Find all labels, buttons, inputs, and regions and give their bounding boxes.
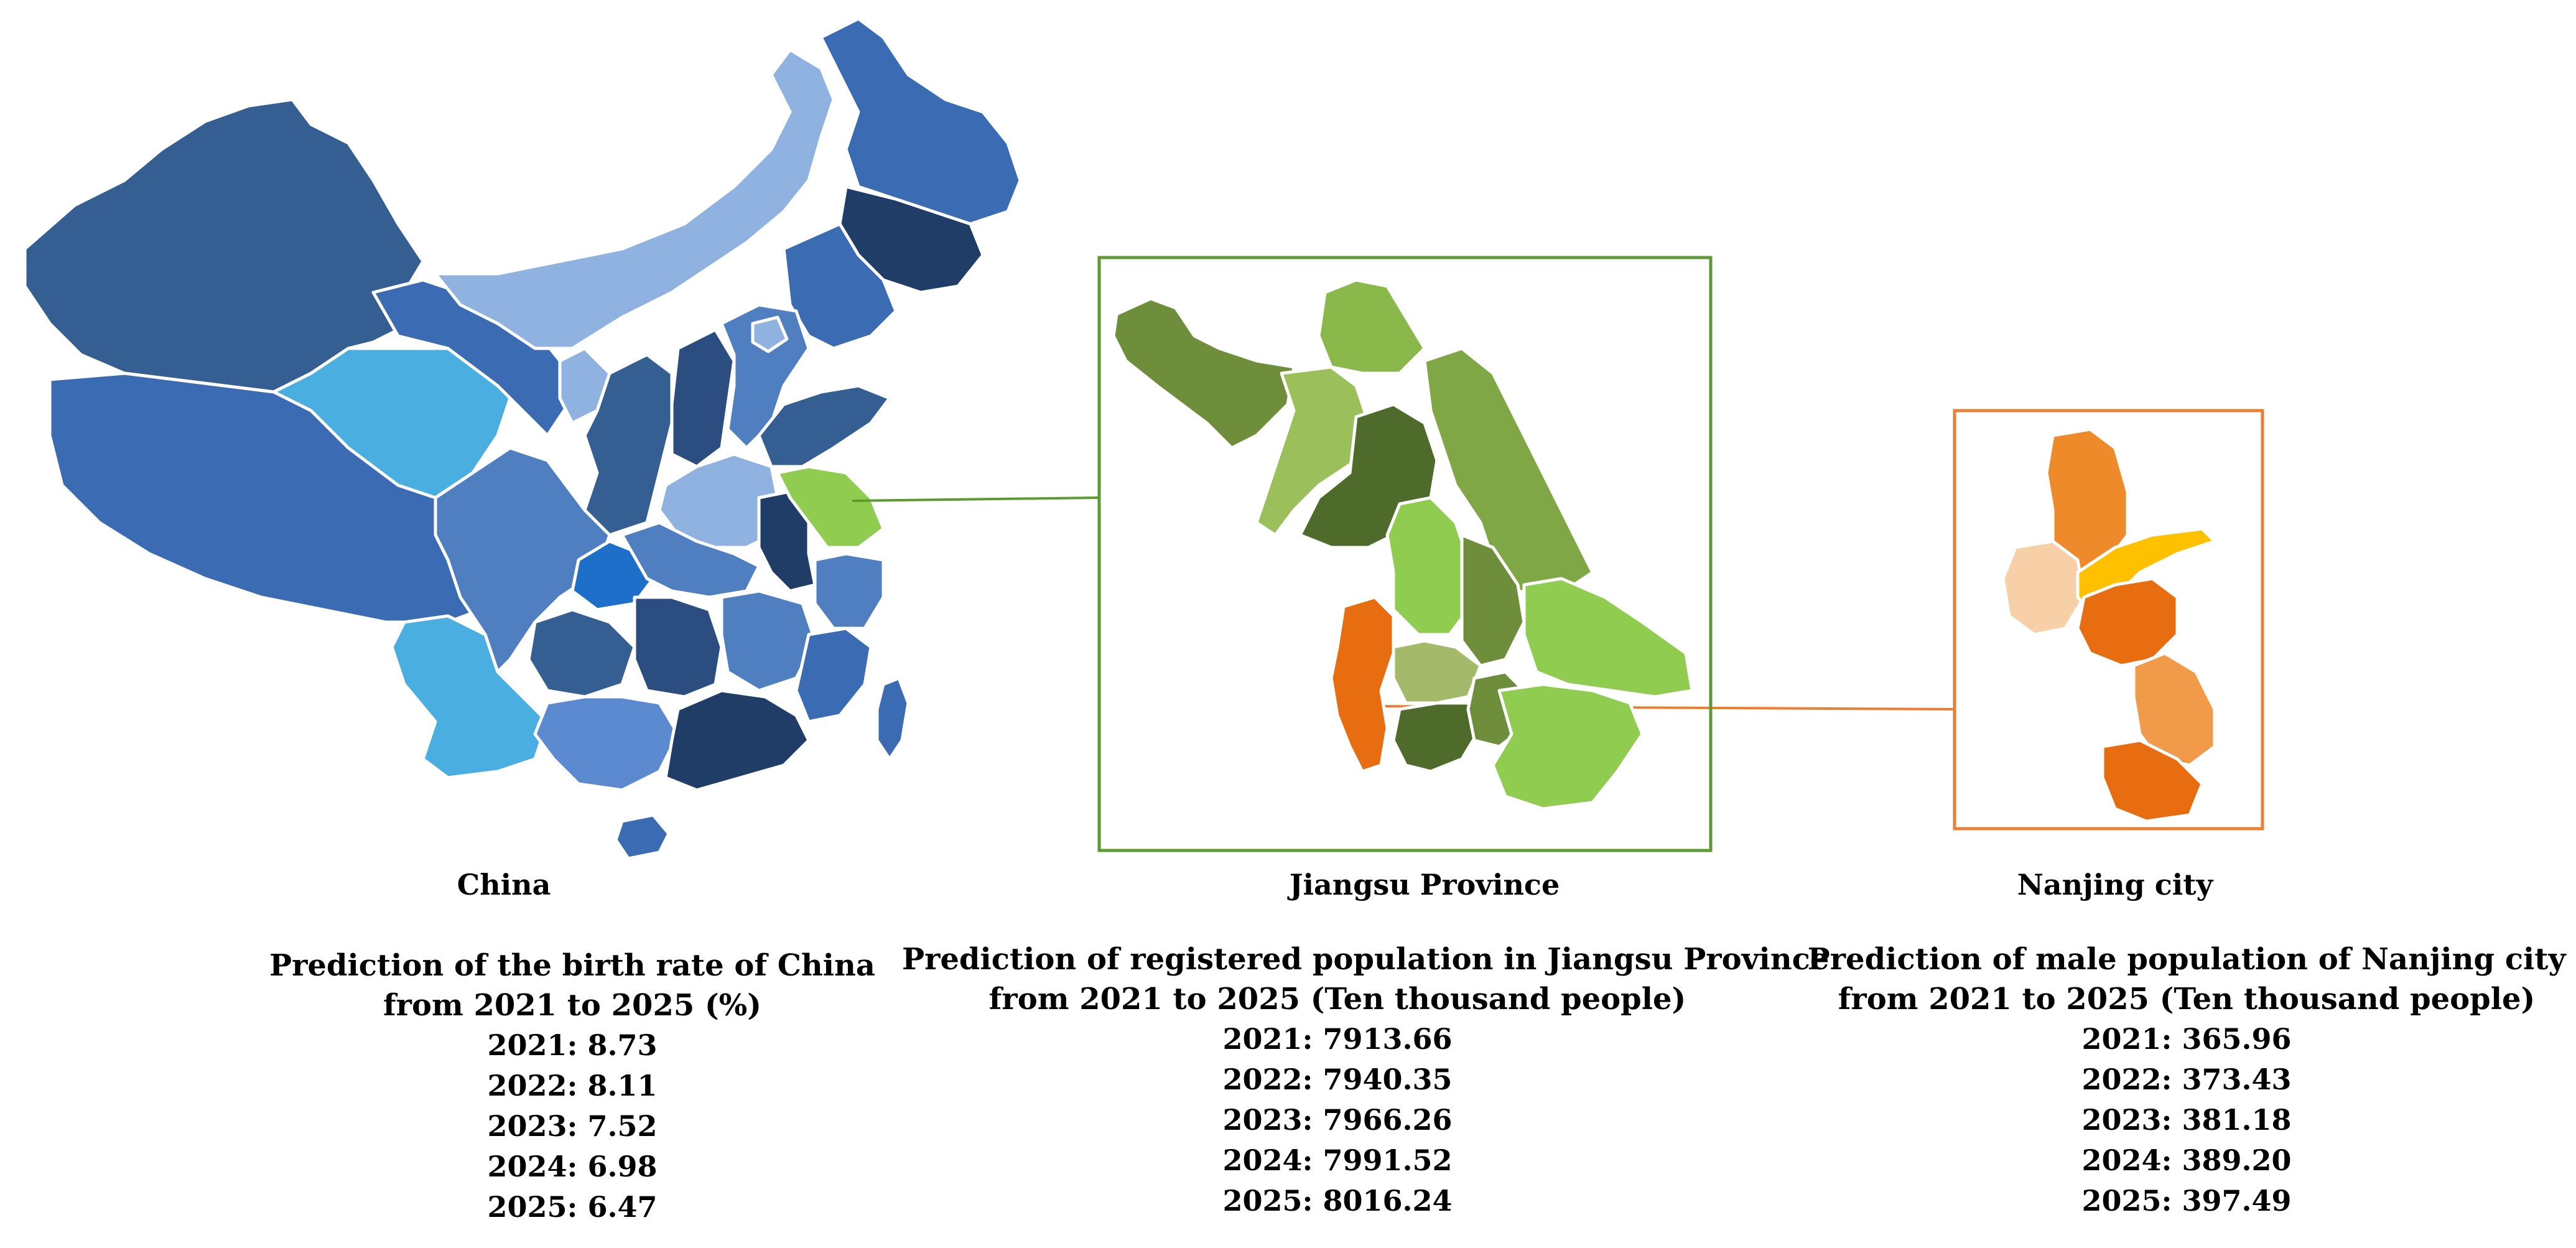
nanjing-district-center	[2076, 577, 2179, 668]
nanjing-row-2021: 2021: 365.96	[2081, 1022, 2292, 1056]
label-china: China	[457, 868, 551, 901]
nanjing-row-2022: 2022: 373.43	[2081, 1063, 2292, 1096]
region-inner-mongolia	[434, 48, 835, 350]
region-fujian	[794, 626, 873, 724]
china-map	[23, 17, 1022, 860]
jiangsu-row-2024: 2024: 7991.52	[1222, 1143, 1453, 1177]
jiangsu-row-2025: 2025: 8016.24	[1222, 1184, 1453, 1218]
connector-china-jiangsu	[852, 496, 1099, 502]
jiangsu-city-xuzhou	[1112, 297, 1296, 450]
china-panel-title-line2: from 2021 to 2025 (%)	[383, 988, 761, 1023]
region-zhejiang	[813, 552, 885, 630]
nanjing-district-west	[2001, 539, 2086, 636]
region-shanxi	[670, 328, 736, 468]
region-hubei	[620, 521, 761, 599]
nanjing-district-south	[2101, 738, 2204, 823]
region-qinghai	[272, 347, 512, 500]
region-hunan	[633, 595, 723, 699]
region-hainan	[614, 813, 671, 860]
china-row-2024: 2024: 6.98	[487, 1150, 658, 1183]
jiangsu-prediction-panel: Prediction of registered population in J…	[902, 939, 1830, 1221]
jiangsu-city-suzhou	[1491, 682, 1644, 811]
region-chongqing	[570, 539, 655, 612]
nanjing-row-2024: 2024: 389.20	[2081, 1143, 2292, 1177]
china-row-2023: 2023: 7.52	[487, 1109, 658, 1143]
nanjing-district-southeast	[2132, 651, 2216, 767]
jiangsu-city-lianyungang	[1317, 278, 1426, 375]
china-row-2021: 2021: 8.73	[487, 1028, 658, 1062]
nanjing-map	[2001, 427, 2216, 823]
region-jiangsu	[776, 465, 885, 549]
jiangsu-frame	[1097, 256, 1713, 852]
jiangsu-row-2021: 2021: 7913.66	[1222, 1022, 1453, 1056]
region-shandong	[757, 384, 891, 468]
china-panel-title-line1: Prediction of the birth rate of China	[269, 948, 876, 983]
region-jiangxi	[720, 589, 817, 692]
nanjing-row-2025: 2025: 397.49	[2081, 1184, 2292, 1218]
nanjing-frame	[1953, 409, 2264, 831]
region-taiwan	[875, 676, 910, 761]
jiangsu-map	[1112, 278, 1694, 811]
jiangsu-city-nantong	[1522, 577, 1694, 699]
jiangsu-row-2022: 2022: 7940.35	[1222, 1063, 1453, 1096]
nanjing-prediction-panel: Prediction of male population of Nanjing…	[1807, 939, 2566, 1221]
jiangsu-panel-title-line2: from 2021 to 2025 (Ten thousand people)	[988, 982, 1686, 1017]
jiangsu-city-changzhou	[1392, 701, 1482, 773]
label-jiangsu: Jiangsu Province	[1289, 868, 1560, 901]
nanjing-panel-title-line1: Prediction of male population of Nanjing…	[1807, 942, 2566, 977]
jiangsu-city-taizhou	[1460, 533, 1526, 668]
jiangsu-city-suqian	[1255, 365, 1370, 537]
jiangsu-city-nanjing	[1329, 595, 1395, 773]
region-guangxi	[533, 695, 680, 792]
nanjing-row-2023: 2023: 381.18	[2081, 1103, 2292, 1137]
region-guangdong	[664, 689, 811, 792]
region-guizhou	[527, 608, 636, 699]
region-heilongjiang	[819, 17, 1022, 226]
china-row-2025: 2025: 6.47	[487, 1190, 658, 1224]
jiangsu-city-yangzhou	[1385, 496, 1470, 636]
region-beijing	[751, 315, 789, 353]
region-sichuan	[434, 446, 611, 674]
china-row-2022: 2022: 8.11	[487, 1069, 658, 1102]
region-yunnan	[390, 614, 549, 780]
nanjing-panel-title-line2: from 2021 to 2025 (Ten thousand people)	[1838, 982, 2536, 1017]
label-nanjing: Nanjing city	[2017, 868, 2213, 901]
region-shaanxi	[583, 353, 674, 537]
jiangsu-row-2023: 2023: 7966.26	[1222, 1103, 1453, 1137]
jiangsu-panel-title-line1: Prediction of registered population in J…	[902, 942, 1830, 977]
china-prediction-panel: Prediction of the birth rate of China fr…	[261, 946, 883, 1227]
jiangsu-city-zhenjiang	[1392, 639, 1482, 705]
